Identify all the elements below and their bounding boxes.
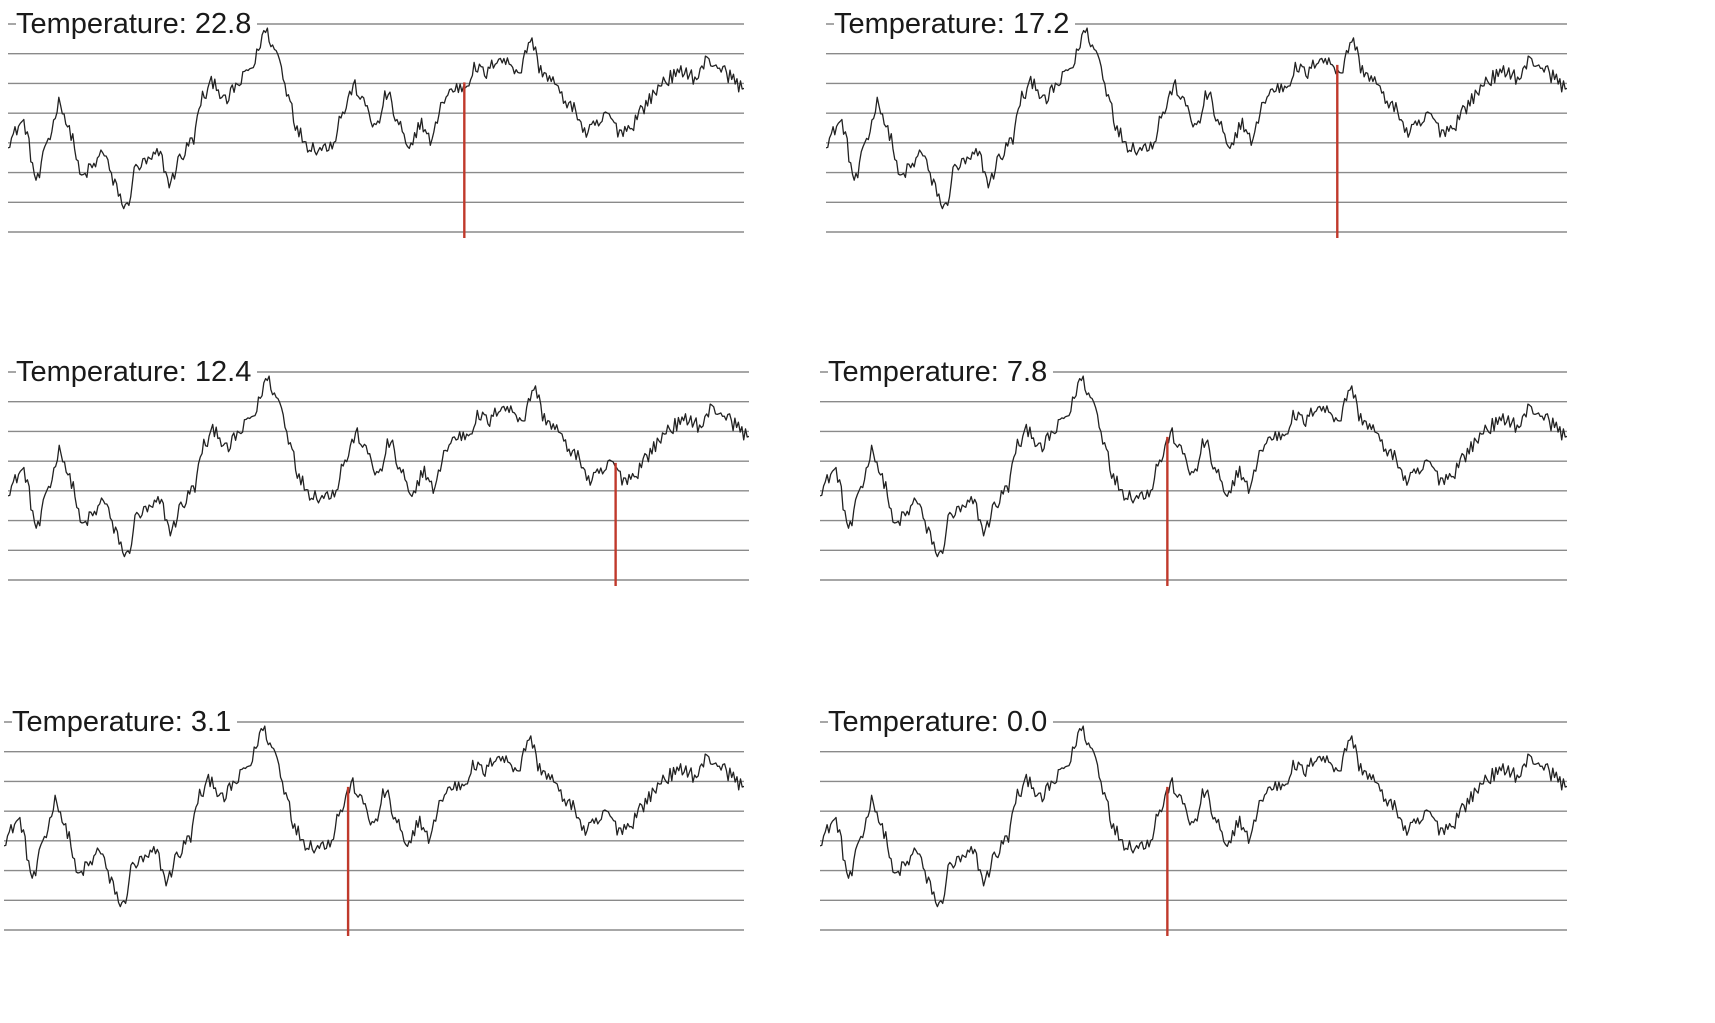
energy-curve [820, 375, 1567, 558]
panel-label: Temperature: 17.2 [834, 6, 1076, 42]
panel-top-left: Temperature: 22.8 [8, 2, 744, 238]
temperature-value: 0.0 [1006, 706, 1048, 738]
label-prefix: Temperature: [16, 356, 195, 388]
panel-top-right: Temperature: 17.2 [826, 2, 1567, 238]
panel-bottom-left: Temperature: 3.1 [4, 700, 744, 936]
energy-curve [8, 27, 744, 210]
plot-top-left [8, 23, 744, 238]
temperature-value: 3.1 [190, 706, 232, 738]
temperature-value: 17.2 [1012, 8, 1070, 40]
energy-curve [826, 27, 1567, 210]
temperature-value: 22.8 [194, 8, 252, 40]
plot-bottom-right [820, 721, 1567, 936]
label-prefix: Temperature: [828, 706, 1007, 738]
panel-label: Temperature: 3.1 [12, 704, 238, 740]
label-prefix: Temperature: [12, 706, 191, 738]
energy-curve [8, 375, 749, 558]
panel-label: Temperature: 22.8 [16, 6, 258, 42]
panel-bottom-right: Temperature: 0.0 [820, 700, 1567, 936]
panel-label: Temperature: 12.4 [16, 354, 258, 390]
label-prefix: Temperature: [834, 8, 1013, 40]
panel-label: Temperature: 0.0 [828, 704, 1054, 740]
temperature-value: 12.4 [194, 356, 252, 388]
label-prefix: Temperature: [16, 8, 195, 40]
energy-curve [4, 725, 744, 908]
panel-middle-left: Temperature: 12.4 [8, 350, 749, 586]
label-prefix: Temperature: [828, 356, 1007, 388]
panel-label: Temperature: 7.8 [828, 354, 1054, 390]
panel-middle-right: Temperature: 7.8 [820, 350, 1567, 586]
plot-bottom-left [4, 721, 744, 936]
energy-curve [820, 725, 1567, 908]
temperature-value: 7.8 [1006, 356, 1048, 388]
